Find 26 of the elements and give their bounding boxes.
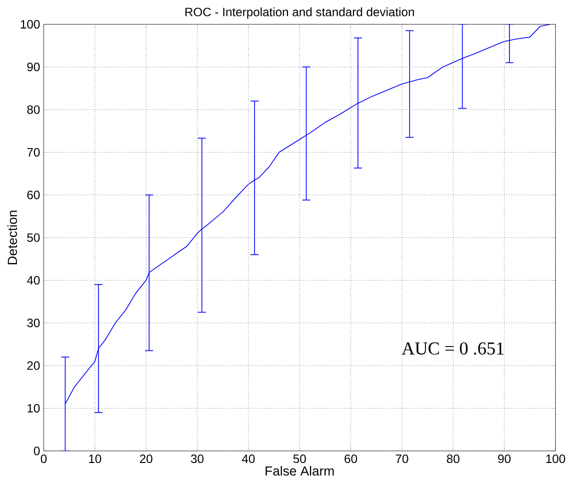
y-axis-title: Detection (7, 210, 18, 264)
x-tick-label: 80 (446, 454, 460, 464)
x-tick-label: 50 (293, 454, 306, 464)
y-tick-label: 60 (27, 190, 40, 200)
y-tick-label: 40 (26, 276, 40, 285)
y-tick-label: 100 (20, 20, 40, 29)
y-tick-label: 50 (27, 233, 40, 242)
y-tick-label: 30 (27, 318, 40, 328)
y-tick-label: 90 (27, 62, 40, 72)
annotation: AUC = 0 .651 (402, 342, 504, 355)
x-tick-label: 70 (396, 454, 408, 464)
x-tick-label: 30 (190, 454, 204, 464)
x-tick-label: 0 (40, 454, 47, 464)
y-tick-label: 70 (27, 148, 40, 157)
y-tick-label: 20 (27, 361, 40, 370)
x-tick-label: 10 (89, 454, 102, 464)
chart-title: ROC - Interpolation and standard deviation (185, 7, 414, 19)
y-tick-label: 80 (27, 105, 40, 114)
x-tick-label: 40 (242, 454, 255, 464)
x-axis-title: False Alarm (266, 466, 334, 476)
x-tick-label: 60 (344, 454, 358, 464)
x-tick-label: 90 (498, 454, 511, 464)
y-tick-label: 0 (34, 446, 40, 456)
x-tick-label: 20 (140, 454, 152, 464)
x-tick-label: 100 (546, 454, 566, 464)
y-tick-label: 10 (28, 404, 40, 413)
